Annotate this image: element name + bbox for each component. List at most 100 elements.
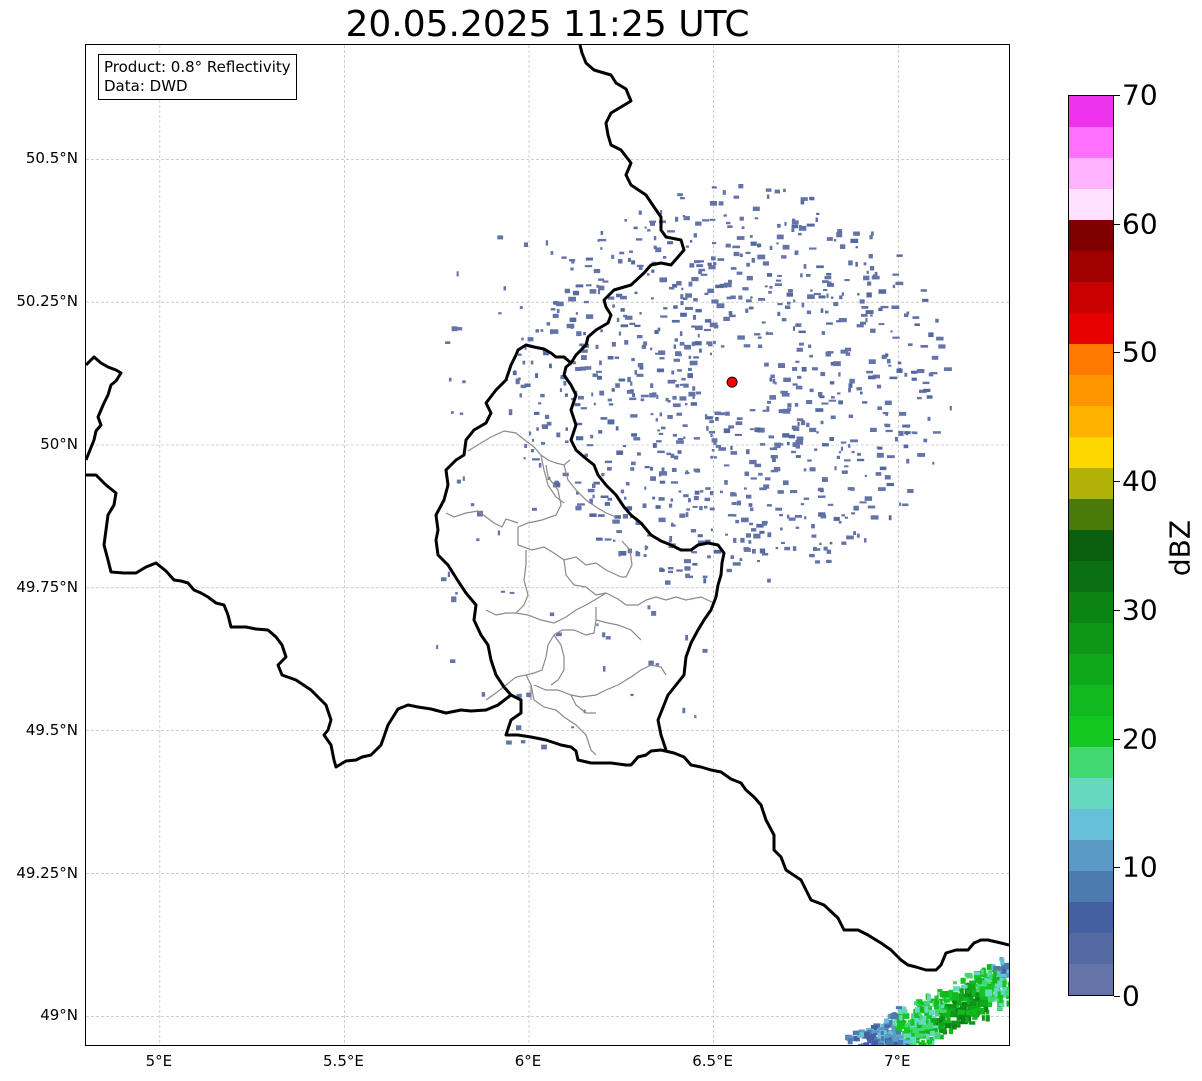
echo-pixel — [892, 273, 899, 276]
echo-pixel — [667, 415, 673, 419]
echo-pixel — [604, 538, 612, 541]
echo-pixel — [744, 487, 747, 490]
echo-pixel — [806, 223, 815, 227]
map-canvas[interactable] — [86, 45, 1009, 1045]
echo-pixel — [906, 311, 910, 315]
echo-pixel — [1002, 984, 1007, 991]
echo-pixel — [787, 441, 790, 446]
echo-pixel — [833, 516, 840, 521]
echo-pixel — [706, 425, 709, 431]
echo-pixel — [803, 264, 807, 269]
echo-pixel — [695, 221, 702, 226]
colorbar-segment — [1069, 871, 1113, 902]
echo-pixel — [596, 284, 600, 288]
echo-pixel — [643, 554, 647, 557]
echo-pixel — [887, 1013, 893, 1019]
echo-pixel — [651, 611, 657, 616]
echo-pixel — [873, 1033, 877, 1039]
radar-site-dot[interactable] — [726, 376, 738, 388]
echo-pixel — [707, 262, 712, 266]
echo-pixel — [693, 298, 698, 302]
echo-pixel — [926, 1013, 932, 1019]
echo-pixel — [707, 288, 715, 294]
echo-pixel — [523, 457, 526, 460]
echo-pixel — [497, 530, 501, 536]
echo-pixel — [516, 725, 522, 731]
echo-pixel — [540, 393, 545, 398]
echo-pixel — [914, 1013, 919, 1017]
echo-pixel — [953, 993, 958, 999]
echo-pixel — [693, 437, 700, 440]
echo-pixel — [977, 988, 981, 994]
echo-pixel — [626, 389, 634, 394]
echo-pixel — [795, 440, 804, 445]
colorbar-segment — [1069, 592, 1113, 623]
echo-pixel — [904, 372, 908, 377]
echo-pixel — [659, 357, 665, 360]
echo-pixel — [814, 548, 821, 551]
echo-pixel — [866, 270, 869, 274]
echo-pixel — [968, 1021, 976, 1025]
map-panel[interactable] — [85, 44, 1010, 1046]
echo-pixel — [711, 438, 718, 443]
echo-pixel — [941, 1006, 949, 1010]
echo-pixel — [719, 283, 728, 288]
echo-pixel — [926, 395, 933, 399]
echo-pixel — [711, 186, 717, 189]
echo-pixel — [647, 534, 652, 537]
echo-pixel — [683, 559, 691, 564]
echo-pixel — [553, 482, 561, 488]
radar-site-marker[interactable] — [726, 376, 738, 388]
echo-pixel — [497, 235, 504, 240]
echo-pixel — [659, 480, 666, 484]
echo-pixel — [778, 409, 784, 414]
echo-pixel — [574, 403, 581, 407]
echo-pixel — [546, 322, 551, 326]
echo-pixel — [601, 472, 605, 477]
echo-pixel — [559, 388, 562, 393]
echo-pixel — [752, 548, 756, 554]
map-title: 20.05.2025 11:25 UTC — [345, 4, 750, 45]
echo-pixel — [892, 336, 900, 339]
echo-pixel — [656, 368, 665, 373]
echo-pixel — [556, 432, 561, 438]
echo-pixel — [603, 666, 606, 672]
echo-pixel — [792, 367, 798, 371]
echo-pixel — [786, 514, 790, 519]
echo-pixel — [803, 497, 810, 500]
echo-pixel — [521, 337, 524, 341]
echo-pixel — [884, 423, 889, 427]
colorbar-segment — [1069, 437, 1113, 468]
echo-pixel — [694, 341, 702, 346]
echo-pixel — [643, 341, 648, 346]
echo-pixel — [943, 999, 950, 1003]
echo-pixel — [844, 347, 852, 352]
echo-pixel — [820, 371, 826, 377]
echo-pixel — [550, 329, 559, 334]
longitude-tick-label: 6.5°E — [692, 1052, 734, 1070]
echo-pixel — [730, 492, 736, 495]
colorbar-segment — [1069, 220, 1113, 251]
echo-pixel — [875, 472, 882, 476]
echo-pixel — [986, 973, 992, 977]
echo-pixel — [930, 1025, 939, 1029]
echo-pixel — [867, 505, 876, 509]
echo-pixel — [939, 1006, 947, 1014]
colorbar-segment — [1069, 375, 1113, 406]
echo-pixel — [659, 412, 663, 417]
echo-pixel — [857, 1032, 865, 1038]
echo-pixel — [791, 450, 796, 454]
echo-pixel — [572, 290, 580, 296]
echo-pixel — [823, 289, 828, 291]
echo-pixel — [745, 251, 751, 254]
echo-pixel — [611, 254, 615, 259]
echo-pixel — [704, 497, 711, 502]
echo-pixel — [871, 1029, 878, 1034]
radar-echoes — [436, 184, 1009, 1045]
echo-pixel — [866, 1033, 875, 1041]
echo-pixel — [527, 337, 534, 342]
echo-pixel — [628, 258, 631, 262]
echo-pixel — [674, 338, 678, 342]
echo-pixel — [935, 1020, 943, 1028]
echo-pixel — [598, 288, 601, 295]
